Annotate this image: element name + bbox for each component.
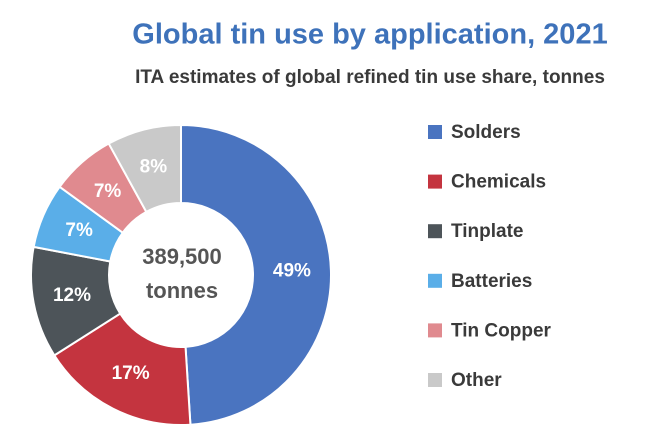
legend-swatch (428, 224, 442, 239)
wedge (107, 123, 182, 214)
legend-label: Chemicals (451, 172, 546, 193)
legend-label: Solders (451, 122, 521, 143)
chart-subtitle: ITA estimates of global refined tin use … (135, 67, 605, 88)
chart-title: Global tin use by application, 2021 (132, 19, 607, 51)
legend-label: Tinplate (451, 221, 524, 242)
wedge (180, 123, 332, 426)
wedge (52, 312, 192, 426)
value-label: 17% (112, 363, 150, 384)
legend-swatch (428, 323, 442, 338)
value-label: 8% (140, 157, 168, 178)
value-label: 7% (94, 181, 122, 202)
center-label: 389,500 (142, 244, 222, 269)
center-label: tonnes (146, 278, 218, 303)
legend-swatch (428, 373, 442, 387)
legend-swatch (428, 125, 442, 139)
legend-label: Tin Copper (451, 320, 552, 341)
value-label: 7% (65, 220, 93, 241)
value-label: 49% (273, 261, 311, 282)
value-label: 12% (53, 285, 91, 306)
legend-label: Batteries (451, 271, 532, 292)
legend-swatch (428, 174, 442, 189)
legend-label: Other (451, 370, 502, 391)
legend-swatch (428, 273, 442, 288)
